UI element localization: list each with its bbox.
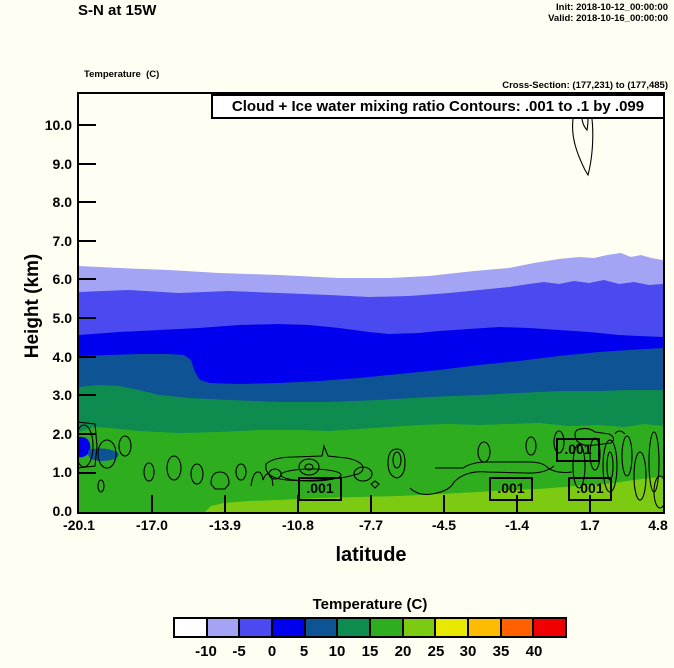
axis-ticks <box>79 124 591 512</box>
colorbar-tick: 30 <box>459 643 477 660</box>
y-tick: 0.0 <box>52 503 72 519</box>
page-title: S-N at 15W <box>78 2 157 19</box>
init-time: Init: 2018-10-12_00:00:00 <box>556 2 668 13</box>
colorbar-cell <box>534 619 566 636</box>
colorbar-cell <box>436 619 470 636</box>
x-axis-title: latitude <box>335 544 407 566</box>
temperature-colorbar <box>173 617 567 638</box>
y-tick: 7.0 <box>52 233 72 249</box>
contour-canvas <box>79 94 663 512</box>
colorbar-tick: -5 <box>232 643 246 660</box>
contour-label: .001 <box>556 438 600 462</box>
x-tick: 4.8 <box>648 517 668 533</box>
y-tick: 6.0 <box>52 271 72 287</box>
colorbar-cell <box>338 619 372 636</box>
colorbar-cell <box>469 619 502 636</box>
cloud-contour-lines <box>79 118 663 509</box>
colorbar-tick: -10 <box>195 643 217 660</box>
colorbar-cell <box>273 619 306 636</box>
colorbar-title: Temperature (C) <box>312 596 428 613</box>
x-tick: 1.7 <box>580 517 600 533</box>
x-tick: -17.0 <box>136 517 168 533</box>
contour-label: .001 <box>568 477 612 501</box>
pocket-0-to-5 <box>79 436 91 458</box>
contour-label: .001 <box>489 477 533 501</box>
field-temperature: Temperature (C) <box>84 69 160 80</box>
colorbar-cell <box>175 619 208 636</box>
x-tick: -1.4 <box>504 517 530 533</box>
cross-section-plot: .001 .001 .001 .001 Cloud + Ice water mi… <box>77 92 665 514</box>
y-tick: 10.0 <box>44 117 72 133</box>
contour-label: .001 <box>298 477 342 501</box>
y-tick: 1.0 <box>52 464 72 480</box>
y-tick: 3.0 <box>52 387 72 403</box>
colorbar-tick: 25 <box>427 643 445 660</box>
colorbar-tick: 5 <box>299 643 309 660</box>
y-tick: 4.0 <box>52 349 72 365</box>
colorbar-cell <box>207 619 241 636</box>
colorbar-cell <box>403 619 437 636</box>
colorbar-tick: 15 <box>361 643 379 660</box>
colorbar-cell <box>240 619 274 636</box>
x-tick: -4.5 <box>431 517 457 533</box>
run-times: Init: 2018-10-12_00:00:00 Valid: 2018-10… <box>548 2 668 24</box>
x-tick: -13.9 <box>209 517 241 533</box>
contour-info-banner: Cloud + Ice water mixing ratio Contours:… <box>211 94 665 119</box>
colorbar-tick: 40 <box>525 643 543 660</box>
y-tick: 9.0 <box>52 156 72 172</box>
valid-time: Valid: 2018-10-16_00:00:00 <box>548 13 668 24</box>
x-tick: -10.8 <box>282 517 314 533</box>
colorbar-tick: 35 <box>492 643 510 660</box>
band-20-to-25 <box>205 477 663 512</box>
cross-section-coords: Cross-Section: (177,231) to (177,485) <box>502 80 668 91</box>
colorbar-cell <box>501 619 535 636</box>
colorbar-tick: 10 <box>328 643 346 660</box>
x-tick: -20.1 <box>63 517 95 533</box>
colorbar-cell <box>305 619 339 636</box>
colorbar-tick: 20 <box>394 643 412 660</box>
x-tick: -7.7 <box>358 517 384 533</box>
colorbar-cell <box>371 619 404 636</box>
y-tick: 2.0 <box>52 426 72 442</box>
colorbar-tick: 0 <box>267 643 277 660</box>
y-tick: 8.0 <box>52 194 72 210</box>
y-tick: 5.0 <box>52 310 72 326</box>
